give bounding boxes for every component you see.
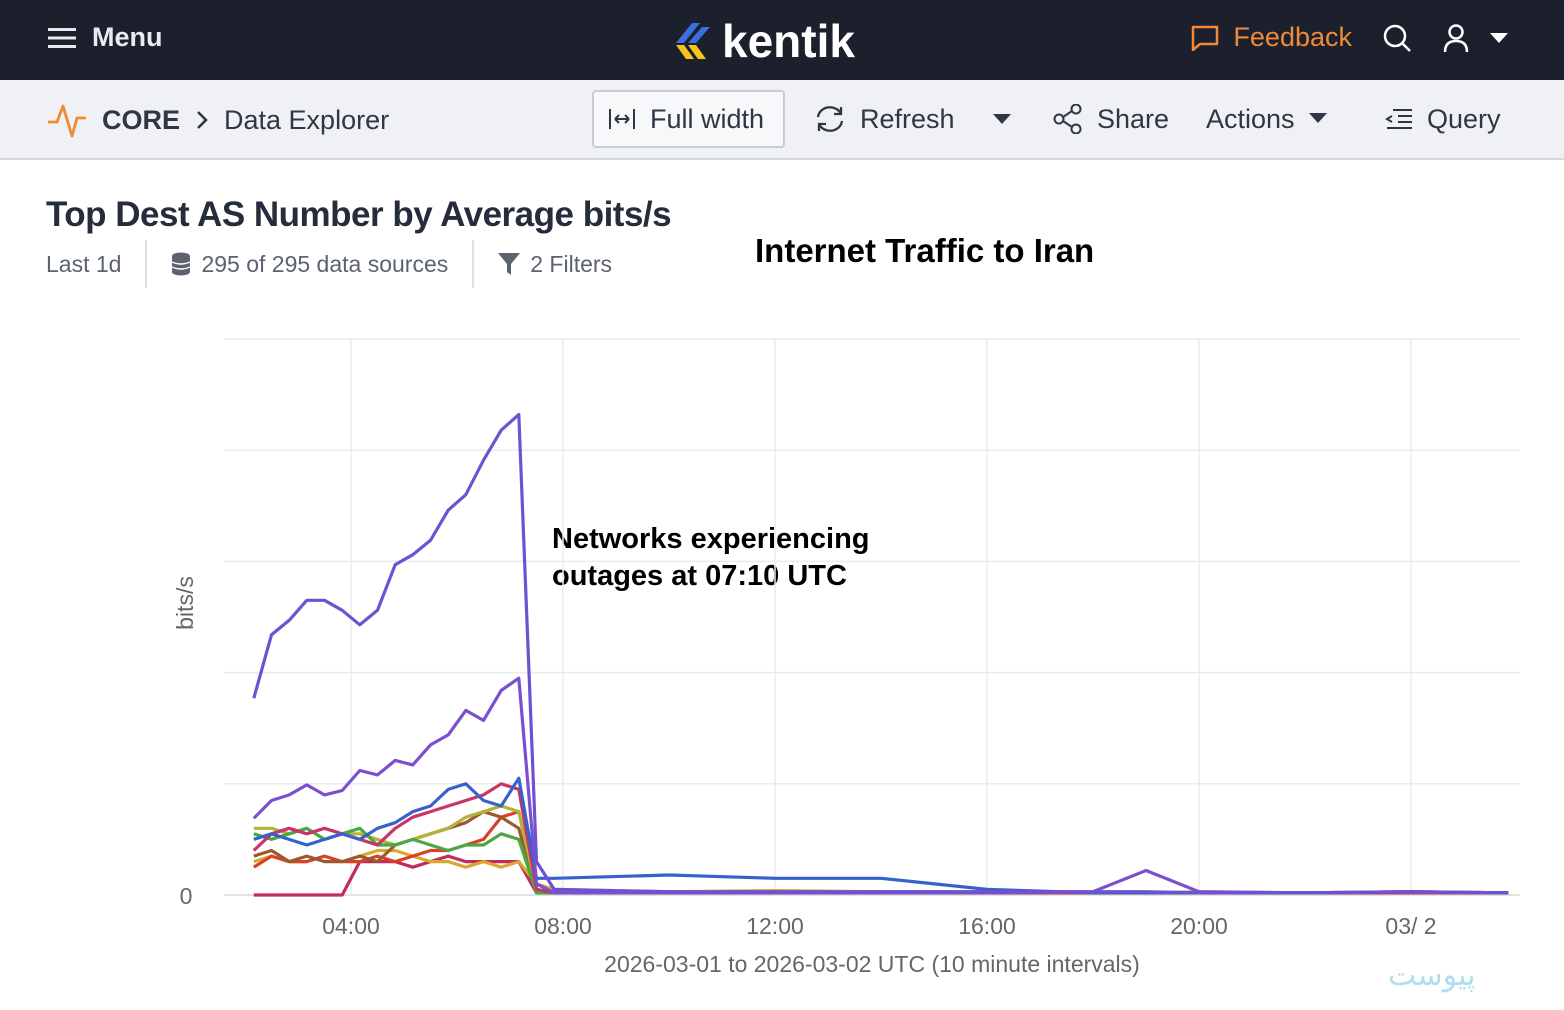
breadcrumb: CORE Data Explorer xyxy=(48,102,389,138)
x-tick-label: 03/ 2 xyxy=(1385,913,1436,939)
toolbar: CORE Data Explorer Full width Refresh Sh… xyxy=(0,80,1564,160)
chevron-down-icon xyxy=(1308,113,1327,123)
series-line xyxy=(253,826,1509,895)
database-icon xyxy=(172,252,191,276)
x-tick-label: 08:00 xyxy=(534,913,592,939)
divider xyxy=(472,240,475,288)
time-range[interactable]: Last 1d xyxy=(46,250,122,277)
full-width-button[interactable]: Full width xyxy=(592,90,785,148)
chevron-right-icon xyxy=(197,111,208,129)
divider xyxy=(145,240,148,288)
annotation-outage-line2: outages at 07:10 UTC xyxy=(552,560,847,592)
page-title: Top Dest AS Number by Average bits/s xyxy=(46,195,672,234)
share-icon xyxy=(1053,104,1082,134)
breadcrumb-page: Data Explorer xyxy=(224,104,390,135)
full-width-label: Full width xyxy=(650,103,765,134)
y-axis-label: bits/s xyxy=(172,576,198,630)
series-line xyxy=(253,776,1509,895)
share-label: Share xyxy=(1097,103,1170,134)
series-line xyxy=(252,810,1509,895)
x-tick-label: 04:00 xyxy=(322,913,380,939)
y-tick-label: 0 xyxy=(180,883,193,909)
annotation-title: Internet Traffic to Iran xyxy=(755,232,1095,269)
watermark-logo: پیوست xyxy=(1388,959,1476,992)
logo-text: kentik xyxy=(722,15,855,67)
filter-icon xyxy=(498,253,521,275)
expand-width-icon xyxy=(609,109,635,129)
breadcrumb-core[interactable]: CORE xyxy=(102,104,181,135)
filters[interactable]: 2 Filters xyxy=(530,250,613,277)
menu-icon xyxy=(48,27,76,48)
user-menu[interactable] xyxy=(1442,23,1508,53)
query-meta: Last 1d 295 of 295 data sources 2 Filter… xyxy=(46,240,612,288)
search-icon[interactable] xyxy=(1382,23,1412,53)
series-line xyxy=(253,804,1509,895)
x-tick-label: 20:00 xyxy=(1170,913,1228,939)
refresh-button[interactable]: Refresh xyxy=(814,90,955,148)
logo-mark-icon xyxy=(676,23,710,59)
kentik-logo[interactable]: kentik xyxy=(676,14,855,68)
feedback-label: Feedback xyxy=(1233,22,1352,52)
user-icon xyxy=(1443,23,1469,52)
annotation-outage: Networks experiencing outages at 07:10 U… xyxy=(552,521,870,595)
x-axis-label: 2026-03-01 to 2026-03-02 UTC (10 minute … xyxy=(604,951,1140,977)
series-line xyxy=(252,676,1509,895)
refresh-dropdown-icon[interactable] xyxy=(993,114,1011,126)
menu-label: Menu xyxy=(92,22,163,52)
x-tick-label: 16:00 xyxy=(958,913,1016,939)
actions-button[interactable]: Actions xyxy=(1206,90,1327,148)
series-line xyxy=(252,782,1509,895)
pulse-icon xyxy=(48,104,86,138)
series-line xyxy=(252,413,1509,895)
chevron-down-icon xyxy=(1490,32,1508,43)
annotation-outage-line1: Networks experiencing xyxy=(552,523,870,555)
top-nav: Menu kentik Feedback xyxy=(0,0,1564,80)
share-button[interactable]: Share xyxy=(1053,90,1169,148)
series-line xyxy=(253,810,1509,895)
actions-label: Actions xyxy=(1206,103,1295,134)
refresh-icon xyxy=(816,106,844,132)
data-sources[interactable]: 295 of 295 data sources xyxy=(201,250,449,277)
feedback-icon xyxy=(1192,25,1219,51)
series-line xyxy=(253,854,1509,897)
menu-button[interactable]: Menu xyxy=(48,22,163,53)
feedback-button[interactable]: Feedback xyxy=(1191,22,1352,53)
x-tick-label: 12:00 xyxy=(746,913,804,939)
series-line xyxy=(253,848,1509,895)
query-button[interactable]: Query xyxy=(1385,90,1501,148)
query-list-icon xyxy=(1385,109,1412,129)
refresh-label: Refresh xyxy=(860,103,955,134)
query-label: Query xyxy=(1427,103,1501,134)
